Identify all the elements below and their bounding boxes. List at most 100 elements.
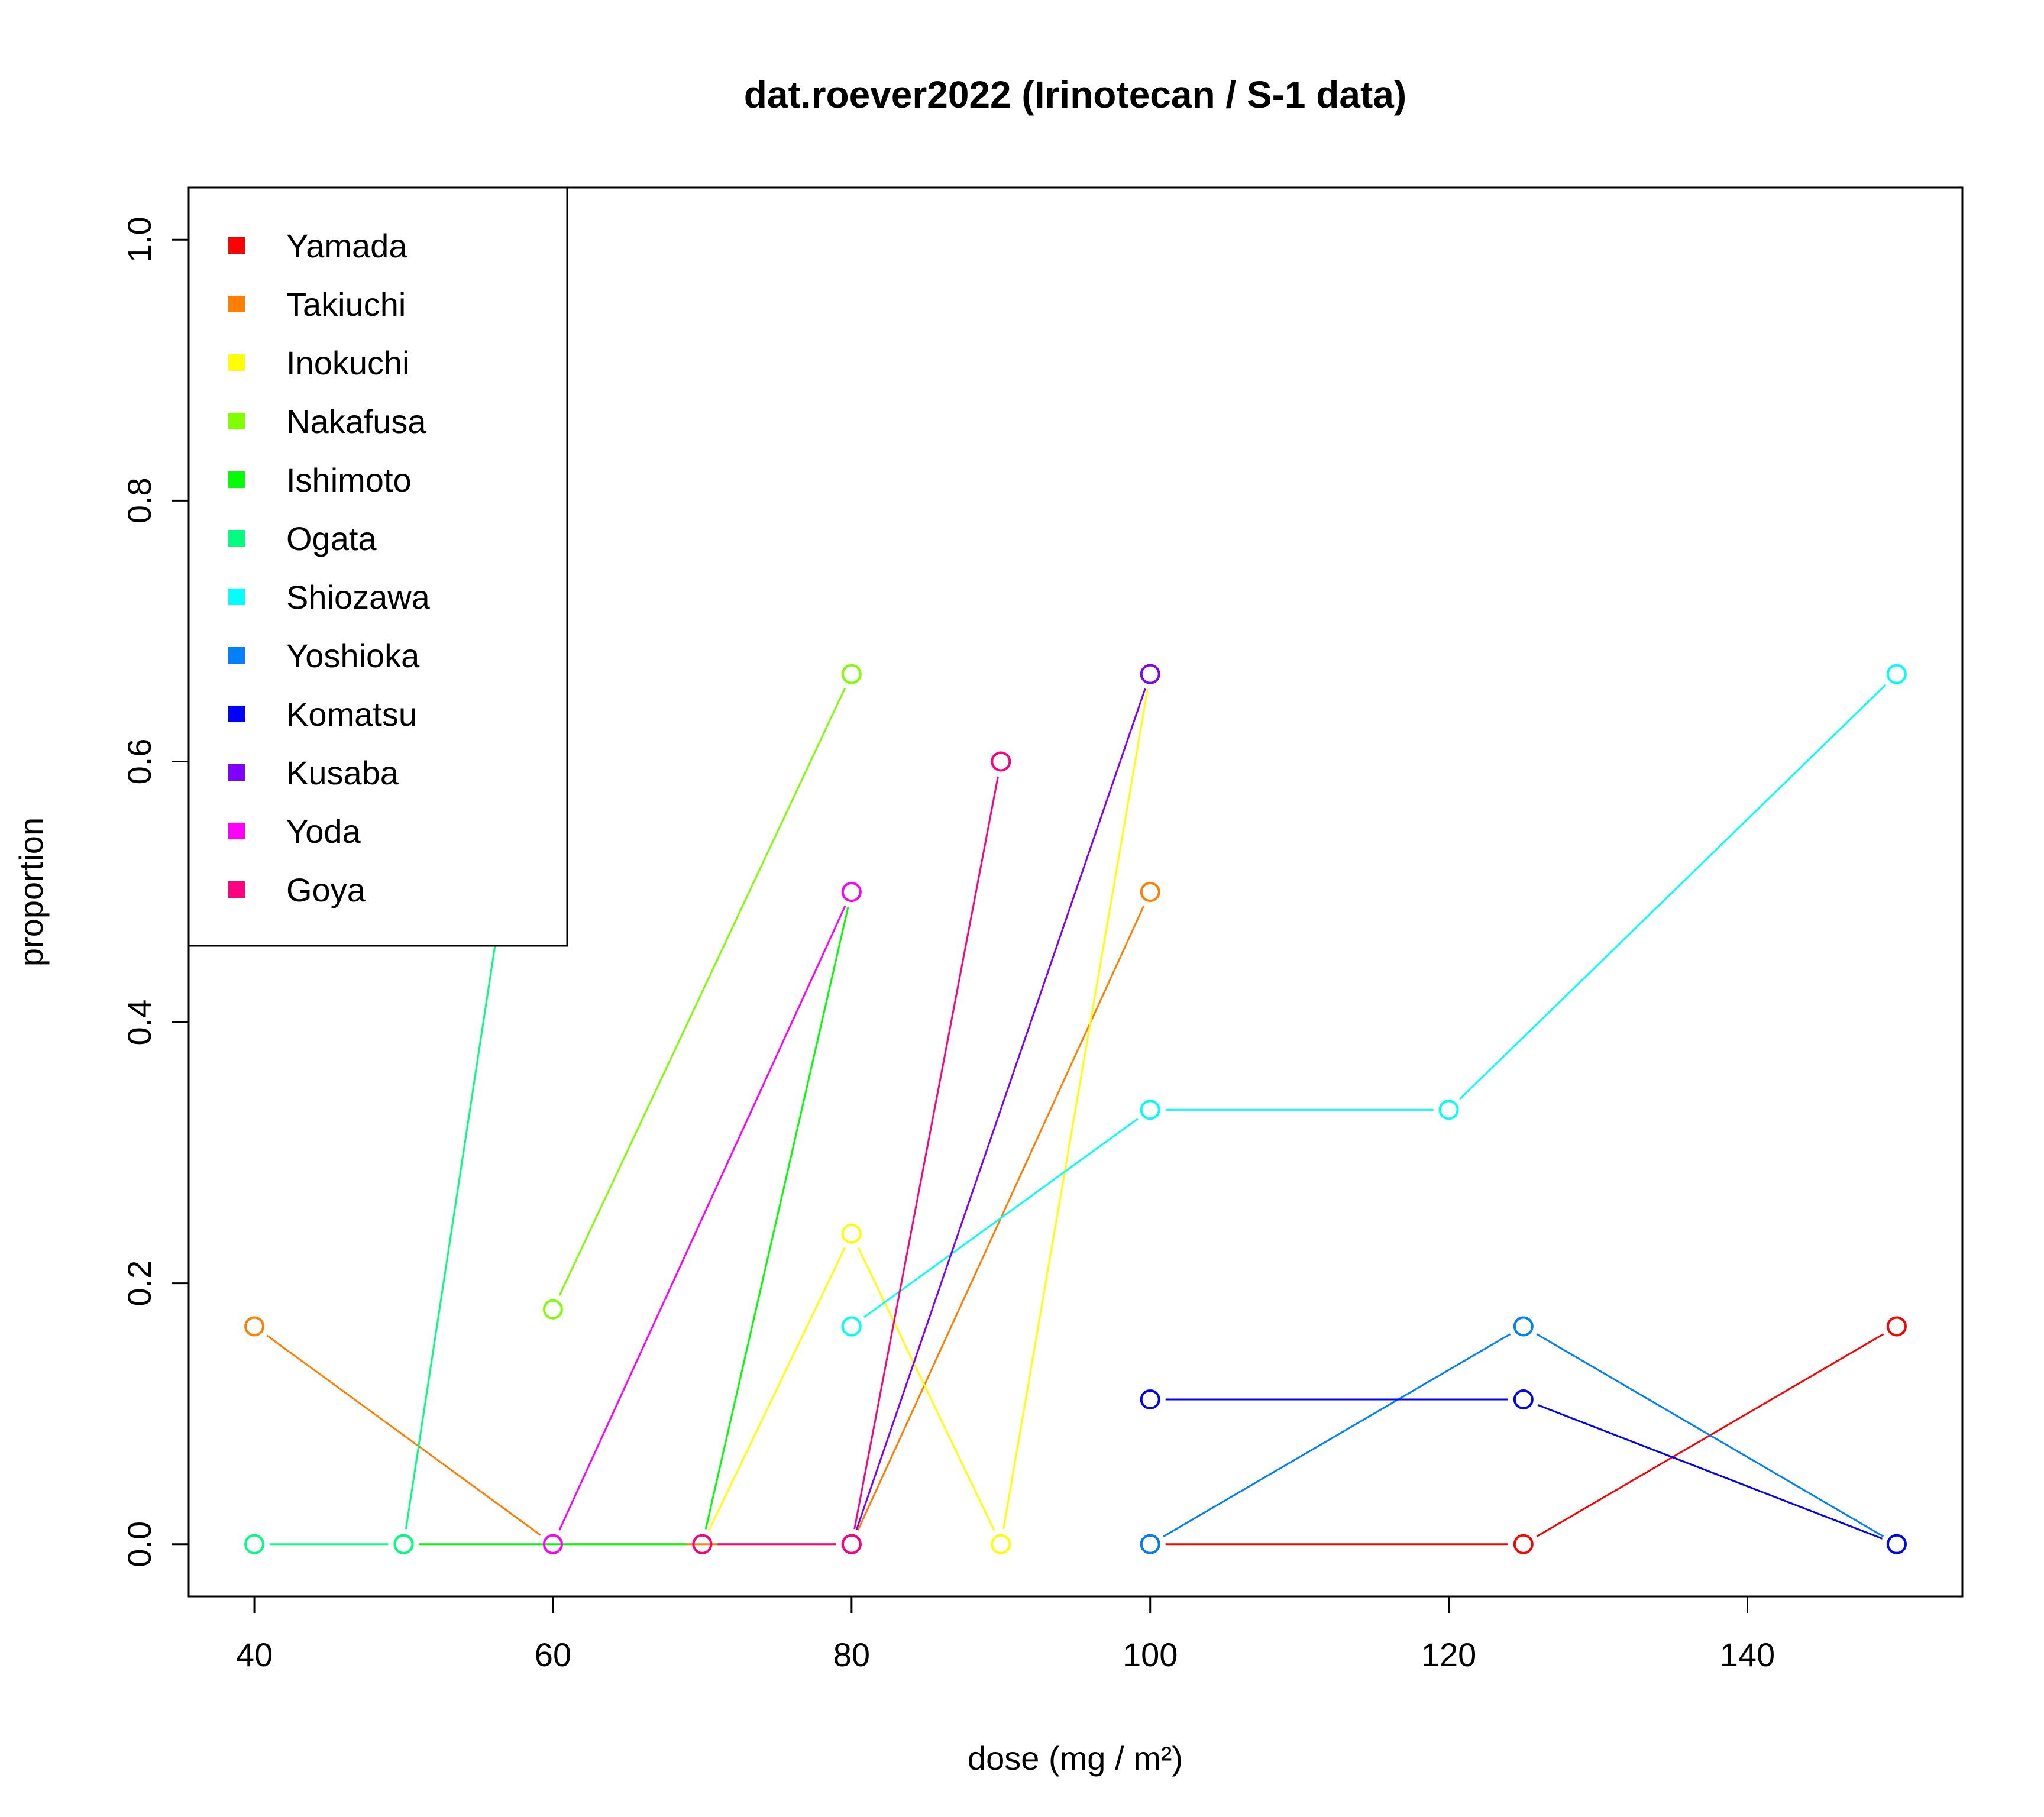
data-point	[841, 664, 862, 684]
legend-swatch	[228, 471, 245, 488]
series-segment	[1537, 1404, 1883, 1540]
series-komatsu	[1140, 1389, 1907, 1554]
series-segment	[1002, 689, 1149, 1530]
data-point	[542, 1534, 563, 1554]
legend-label: Kusaba	[286, 754, 399, 791]
data-point	[1140, 1534, 1160, 1554]
legend-entry: Shiozawa	[228, 578, 431, 616]
series-segment	[1163, 1333, 1511, 1537]
data-point	[991, 1534, 1011, 1554]
legend-label: Yoshioka	[286, 637, 420, 674]
series-segment	[1459, 684, 1887, 1100]
data-point	[1140, 882, 1160, 902]
data-point	[1513, 1534, 1534, 1554]
legend-swatch	[228, 589, 245, 605]
series-shiozawa	[841, 664, 1907, 1337]
legend-label: Yoda	[286, 813, 361, 850]
legend-entry: Ishimoto	[228, 461, 412, 499]
data-point	[1886, 1534, 1907, 1554]
data-point	[841, 882, 862, 902]
legend-label: Takiuchi	[286, 286, 406, 323]
y-tick-label: 0.4	[121, 1000, 158, 1046]
series-segment	[857, 1247, 995, 1531]
legend-entry: Yamada	[228, 227, 407, 264]
legend-label: Shiozawa	[286, 578, 431, 616]
legend-swatch	[228, 354, 245, 371]
x-tick-label: 80	[833, 1636, 870, 1673]
legend-entry: Takiuchi	[228, 286, 406, 323]
data-point	[244, 1316, 265, 1337]
data-point	[1140, 1389, 1160, 1409]
data-point	[393, 1534, 414, 1554]
y-tick-label: 0.0	[121, 1521, 158, 1567]
x-tick-label: 40	[236, 1636, 273, 1673]
x-axis: 40 60 80 100 120 140	[236, 1595, 1775, 1673]
series-goya	[692, 751, 1011, 1554]
legend-entry: Goya	[228, 871, 366, 908]
data-point	[991, 751, 1011, 772]
series-layer	[244, 555, 1907, 1554]
x-tick-label: 120	[1421, 1636, 1476, 1673]
data-point	[841, 1223, 862, 1244]
y-axis-label: proportion	[12, 817, 50, 966]
legend-swatch	[228, 647, 245, 664]
legend-label: Goya	[286, 871, 366, 908]
legend-swatch	[228, 237, 245, 254]
legend-label: Komatsu	[286, 696, 417, 733]
legend-entry: Yoda	[228, 813, 361, 850]
legend-label: Nakafusa	[286, 403, 426, 440]
legend-entry: Yoshioka	[228, 637, 420, 674]
legend-entry: Kusaba	[228, 754, 399, 791]
legend-swatch	[228, 764, 245, 781]
data-point	[1886, 664, 1907, 684]
legend-swatch	[228, 530, 245, 547]
series-yoda	[542, 882, 862, 1554]
data-point	[244, 1534, 265, 1554]
y-tick-label: 0.6	[121, 739, 158, 785]
data-point	[1513, 1316, 1534, 1337]
legend-box	[187, 186, 568, 947]
legend-entry: Inokuchi	[228, 344, 410, 381]
chart-title: dat.roever2022 (Irinotecan / S-1 data)	[744, 73, 1406, 116]
y-tick-label: 0.8	[121, 477, 158, 523]
data-point	[841, 1316, 862, 1337]
legend-swatch	[228, 296, 245, 312]
x-tick-label: 100	[1123, 1636, 1178, 1673]
legend-swatch	[228, 413, 245, 429]
legend-items: Yamada Takiuchi Inokuchi Nakafusa Ishimoto Og…	[228, 227, 431, 908]
x-axis-label: dose (mg / m²)	[968, 1740, 1183, 1777]
series-nakafusa	[542, 664, 862, 1320]
y-tick-label: 0.2	[121, 1260, 158, 1307]
series-segment	[863, 1118, 1139, 1318]
series-segment	[853, 776, 999, 1530]
legend-label: Ishimoto	[286, 461, 412, 499]
series-segment	[266, 1334, 541, 1536]
series-segment	[1536, 1333, 1884, 1537]
legend-swatch	[228, 823, 245, 839]
data-point	[1140, 1100, 1160, 1120]
legend-label: Yamada	[286, 227, 407, 264]
x-tick-label: 60	[535, 1636, 571, 1673]
series-segment	[558, 906, 846, 1531]
series-segment	[708, 1247, 846, 1531]
data-point	[1886, 1316, 1907, 1337]
legend-entry: Komatsu	[228, 696, 417, 733]
series-segment	[704, 907, 849, 1530]
legend: Yamada Takiuchi Inokuchi Nakafusa Ishimoto Og…	[187, 186, 568, 947]
data-point	[692, 1534, 713, 1554]
series-segment	[855, 688, 1146, 1530]
y-tick-label: 1.0	[121, 216, 158, 263]
legend-label: Ogata	[286, 520, 377, 557]
series-segment	[558, 687, 846, 1296]
data-point	[1513, 1389, 1534, 1409]
x-tick-label: 140	[1720, 1636, 1775, 1673]
data-point	[1140, 664, 1160, 684]
legend-label: Inokuchi	[286, 344, 410, 381]
legend-entry: Nakafusa	[228, 403, 426, 440]
data-point	[841, 1534, 862, 1554]
legend-entry: Ogata	[228, 520, 377, 557]
legend-swatch	[228, 881, 245, 898]
data-point	[1438, 1100, 1459, 1120]
legend-swatch	[228, 706, 245, 722]
